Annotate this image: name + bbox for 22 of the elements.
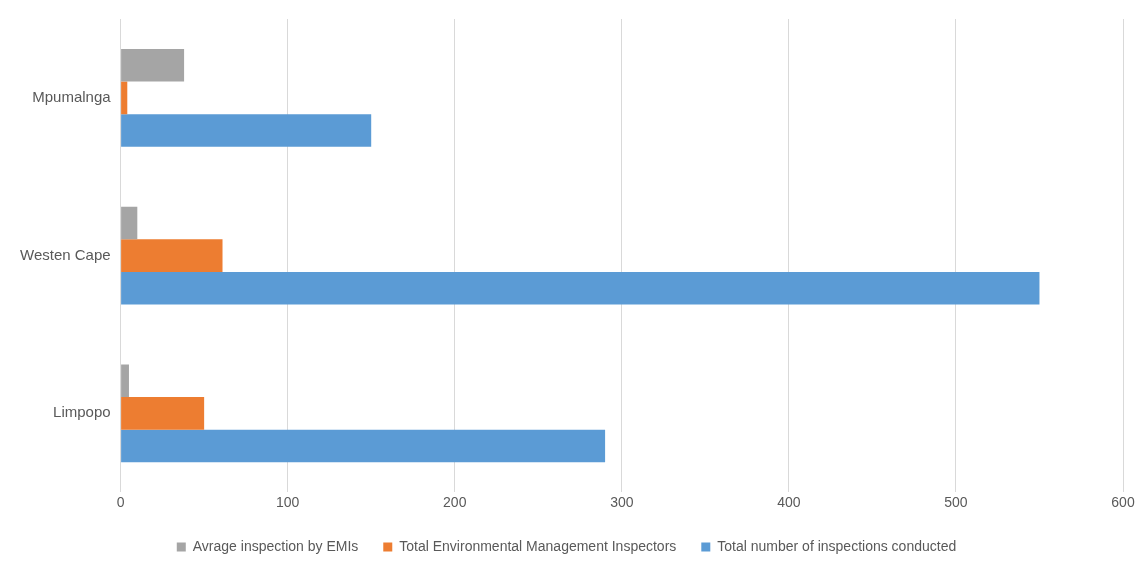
legend-label: Total number of inspections conducted <box>717 537 957 554</box>
bar <box>121 429 606 463</box>
bar <box>121 271 1040 305</box>
legend-label: Total Environmental Management Inspectors <box>399 537 677 554</box>
bar <box>121 364 129 398</box>
bar <box>121 48 185 82</box>
y-tick-label: Mpumalnga <box>32 88 112 106</box>
y-tick-label: Limpopo <box>53 403 111 421</box>
bar <box>121 81 128 115</box>
y-tick-label: Westen Cape <box>20 245 111 263</box>
x-tick-label: 400 <box>777 494 801 511</box>
legend-label: Avrage inspection by EMIs <box>192 537 359 554</box>
x-tick-label: 100 <box>275 494 300 511</box>
x-tick-label: 300 <box>610 494 634 511</box>
bar <box>121 397 205 430</box>
bar <box>121 206 138 240</box>
x-tick-label: 500 <box>944 494 968 511</box>
x-tick-label: 200 <box>443 494 467 511</box>
bar <box>121 239 223 272</box>
x-tick-label: 600 <box>1111 494 1135 511</box>
bar <box>121 114 372 147</box>
x-tick-label: 0 <box>116 494 125 511</box>
